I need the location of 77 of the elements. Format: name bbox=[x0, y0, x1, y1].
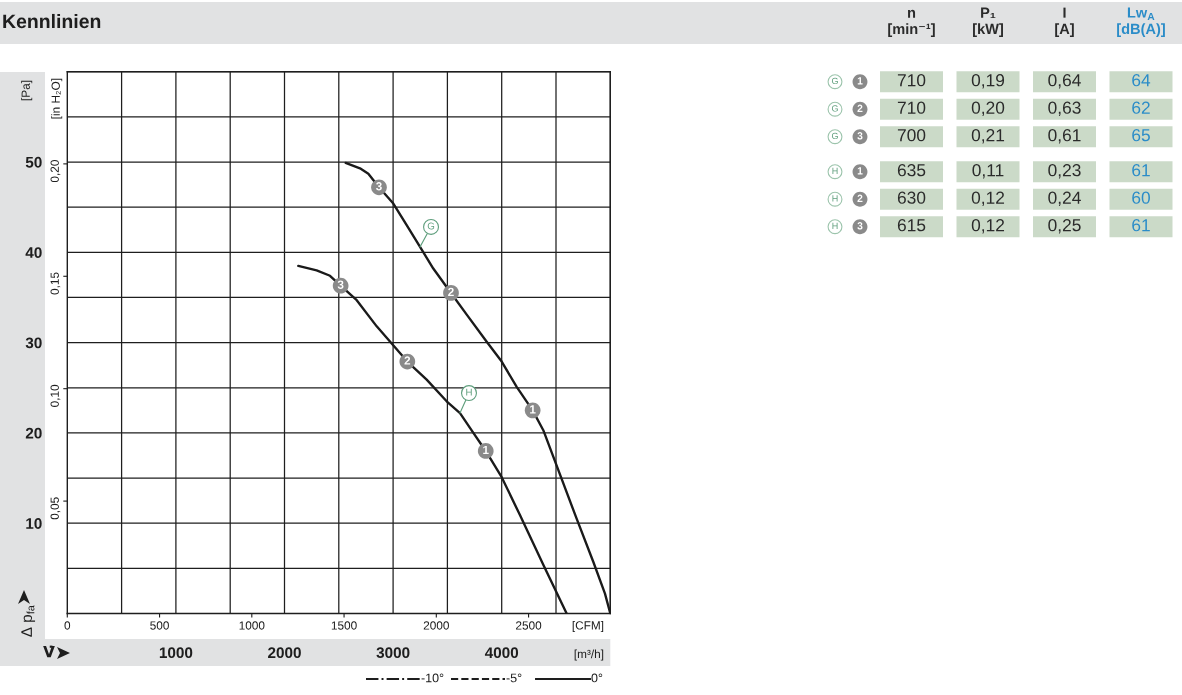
y2-tick-label: 0,15 bbox=[50, 272, 61, 295]
text: 61 bbox=[1132, 164, 1150, 177]
text: 0,24 bbox=[1048, 191, 1081, 206]
x-tick-label: 1000 bbox=[159, 647, 193, 659]
x2-tick-label: 1000 bbox=[239, 621, 265, 630]
category-label: G bbox=[831, 77, 838, 85]
x2-tick-label: 0 bbox=[64, 621, 71, 630]
annotation: 1 bbox=[483, 445, 489, 455]
text: 0,21 bbox=[971, 129, 1005, 144]
text: 60 bbox=[1132, 191, 1150, 204]
x2-tick-label: 2500 bbox=[516, 621, 542, 630]
category-label: n [min⁻¹] bbox=[888, 9, 935, 37]
text: 61 bbox=[1132, 219, 1150, 232]
text: 615 bbox=[897, 219, 926, 232]
chart-title: Kennlinien bbox=[3, 13, 101, 29]
text: 0,63 bbox=[1048, 101, 1081, 116]
x-axis-title: [m³/h] bbox=[574, 649, 604, 661]
text: 0° bbox=[591, 673, 603, 683]
x2-axis-title: [CFM] bbox=[572, 620, 604, 632]
text: 65 bbox=[1132, 129, 1150, 142]
text: 0,11 bbox=[972, 164, 1004, 179]
y2-axis-title: [in H₂O] bbox=[51, 78, 63, 119]
y-tick-label: 40 bbox=[25, 247, 42, 258]
category-label: P₁ [kW] bbox=[973, 7, 1003, 37]
text: 0,12 bbox=[971, 191, 1005, 206]
text: 710 bbox=[897, 101, 926, 114]
category-label: G bbox=[831, 105, 838, 112]
annotation: 3 bbox=[337, 280, 344, 289]
text: 64 bbox=[1132, 74, 1151, 87]
x2-tick-label: 2000 bbox=[423, 621, 449, 630]
y-axis-title: [Pa] bbox=[21, 80, 33, 101]
category-label: H bbox=[832, 222, 838, 230]
text: 0,61 bbox=[1048, 129, 1081, 144]
category-label: G bbox=[831, 132, 838, 140]
category-label: 1 bbox=[857, 77, 863, 85]
y2-tick-label: 0,05 bbox=[50, 497, 61, 520]
text: 700 bbox=[897, 129, 926, 142]
x-tick-label: 4000 bbox=[484, 647, 519, 659]
text: 0,19 bbox=[971, 74, 1005, 89]
category-label: H bbox=[832, 167, 838, 175]
x-tick-label: 2000 bbox=[268, 647, 301, 659]
y2-tick-label: 0,20 bbox=[50, 160, 61, 183]
y2-tick-label: 0,10 bbox=[50, 384, 61, 407]
category-label: 1 bbox=[857, 167, 863, 175]
series-label: G bbox=[427, 222, 435, 230]
text: 710 bbox=[897, 74, 926, 87]
y-tick-label: 10 bbox=[26, 518, 42, 529]
annotation: 2 bbox=[404, 356, 411, 365]
text: -10° bbox=[421, 673, 444, 683]
x2-tick-label: 1500 bbox=[331, 621, 357, 630]
text: 0,23 bbox=[1048, 164, 1081, 179]
text: -5° bbox=[506, 673, 522, 683]
text: 0,25 bbox=[1048, 219, 1081, 234]
text: V̇ bbox=[43, 645, 55, 658]
x-tick-label: 3000 bbox=[376, 647, 410, 659]
text: 0,20 bbox=[971, 101, 1005, 116]
category-label: 3 bbox=[857, 222, 863, 230]
series-label: H bbox=[466, 388, 472, 396]
y-tick-label: 30 bbox=[25, 337, 42, 349]
text: 0,12 bbox=[971, 219, 1005, 234]
y-tick-label: 50 bbox=[25, 156, 42, 168]
category-label: 2 bbox=[857, 104, 863, 112]
category-label: Lw$_{A}$ [dB(A)] bbox=[1117, 7, 1165, 37]
y-tick-label: 20 bbox=[25, 427, 42, 439]
category-label: 2 bbox=[857, 194, 863, 202]
annotation: 2 bbox=[448, 287, 454, 296]
annotation: 3 bbox=[375, 182, 382, 191]
text: 0,64 bbox=[1048, 74, 1081, 89]
text: 62 bbox=[1132, 101, 1150, 114]
annotation: 1 bbox=[530, 405, 536, 414]
text: 630 bbox=[897, 191, 926, 204]
category-label: I [A] bbox=[1055, 7, 1074, 37]
category-label: 3 bbox=[857, 132, 863, 140]
category-label: H bbox=[832, 195, 838, 202]
text: Δ p$_{fa}$ bbox=[21, 605, 36, 637]
text: 635 bbox=[897, 164, 926, 177]
x2-tick-label: 500 bbox=[150, 621, 169, 630]
